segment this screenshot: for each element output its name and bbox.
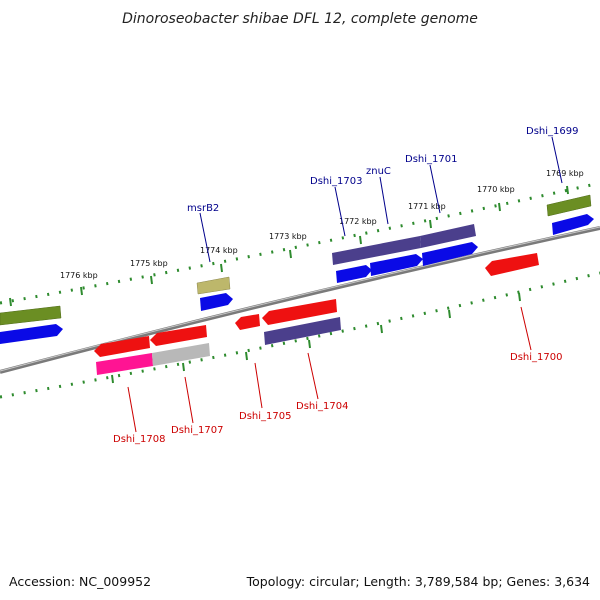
gene-olive-left[interactable] bbox=[0, 305, 62, 326]
label-Dshi_1701[interactable]: Dshi_1701 bbox=[405, 154, 457, 165]
label-Dshi_1705[interactable]: Dshi_1705 bbox=[239, 411, 291, 422]
major-tick bbox=[150, 275, 153, 285]
gene-Dshi_1708-red[interactable] bbox=[94, 336, 150, 357]
gene-Dshi_1701[interactable] bbox=[420, 224, 476, 248]
major-tick bbox=[429, 219, 432, 229]
leader-msrB2 bbox=[199, 212, 211, 263]
gene-msrB2[interactable] bbox=[196, 276, 231, 295]
gene-Dshi_1703[interactable] bbox=[332, 236, 421, 265]
gene-blue-Dshi_1701[interactable] bbox=[422, 242, 478, 266]
kbp-label: 1770 kbp bbox=[477, 185, 515, 194]
leader-Dshi_1701 bbox=[429, 164, 441, 214]
gene-Dshi_1700[interactable] bbox=[485, 253, 539, 276]
reverse-dotted-track bbox=[0, 271, 600, 399]
kbp-label: 1773 kbp bbox=[269, 232, 307, 241]
topology-text: Topology: circular; Length: 3,789,584 bp… bbox=[246, 574, 590, 589]
leader-Dshi_1703 bbox=[334, 186, 346, 237]
gene-blue-Dshi_1703[interactable] bbox=[336, 265, 372, 283]
label-Dshi_1704[interactable]: Dshi_1704 bbox=[296, 401, 348, 412]
label-Dshi_1707[interactable]: Dshi_1707 bbox=[171, 425, 223, 436]
genome-backbone-highlight bbox=[0, 226, 600, 372]
major-tick bbox=[80, 286, 83, 296]
major-tick bbox=[9, 297, 12, 307]
major-tick bbox=[566, 185, 569, 195]
major-tick bbox=[111, 374, 114, 384]
major-tick bbox=[182, 362, 185, 372]
forward-tick-track bbox=[0, 181, 600, 307]
gene-blue-left[interactable] bbox=[0, 324, 63, 344]
genome-backbone bbox=[0, 226, 600, 374]
major-tick bbox=[359, 235, 362, 245]
major-tick bbox=[289, 249, 292, 259]
gene-Dshi_1707-red[interactable] bbox=[150, 325, 207, 346]
leader-Dshi_1704 bbox=[307, 352, 319, 400]
reverse-genes bbox=[94, 253, 539, 375]
label-Dshi_1708[interactable]: Dshi_1708 bbox=[113, 434, 165, 445]
gene-blue-Dshi_1699[interactable] bbox=[552, 214, 594, 235]
gene-Dshi_1707[interactable] bbox=[152, 343, 210, 366]
forward-dotted-track bbox=[0, 181, 600, 305]
major-tick bbox=[448, 309, 451, 319]
kbp-label: 1769 kbp bbox=[546, 169, 584, 178]
reverse-tick-track bbox=[0, 271, 600, 399]
major-tick bbox=[380, 324, 383, 334]
genome-title: Dinoroseobacter shibae DFL 12, complete … bbox=[122, 11, 478, 27]
kbp-label: 1771 kbp bbox=[408, 202, 446, 211]
leader-Dshi_1705 bbox=[254, 362, 263, 409]
gene-Dshi_1699[interactable] bbox=[546, 194, 592, 217]
gene-Dshi_1704[interactable] bbox=[264, 317, 341, 345]
gene-Dshi_1708[interactable] bbox=[96, 353, 153, 375]
kbp-label: 1776 kbp bbox=[60, 271, 98, 280]
gene-Dshi_1705[interactable] bbox=[235, 314, 260, 330]
leader-Dshi_1707 bbox=[184, 376, 194, 424]
major-tick bbox=[498, 202, 501, 212]
leader-znuC bbox=[379, 176, 389, 225]
major-tick bbox=[518, 292, 521, 302]
label-Dshi_1699[interactable]: Dshi_1699 bbox=[526, 126, 578, 137]
major-tick bbox=[308, 339, 311, 349]
kbp-label: 1772 kbp bbox=[339, 217, 377, 226]
gene-Dshi_1704-red[interactable] bbox=[262, 299, 337, 325]
leader-Dshi_1708 bbox=[127, 386, 137, 433]
gene-blue-znuC[interactable] bbox=[370, 254, 423, 276]
major-tick bbox=[220, 263, 223, 273]
leader-lines bbox=[127, 136, 563, 433]
label-znuC[interactable]: znuC bbox=[366, 166, 391, 177]
gene-labels: Dshi_1699 Dshi_1701 znuC Dshi_1703 msrB2… bbox=[113, 126, 578, 445]
label-msrB2[interactable]: msrB2 bbox=[187, 203, 219, 214]
accession-text: Accession: NC_009952 bbox=[9, 574, 151, 589]
leader-Dshi_1700 bbox=[520, 306, 532, 351]
forward-genes bbox=[0, 194, 594, 344]
gene-blue-msrB2[interactable] bbox=[200, 293, 233, 311]
kbp-labels: 1776 kbp 1775 kbp 1774 kbp 1773 kbp 1772… bbox=[60, 169, 584, 280]
label-Dshi_1700[interactable]: Dshi_1700 bbox=[510, 352, 562, 363]
kbp-label: 1775 kbp bbox=[130, 259, 168, 268]
kbp-label: 1774 kbp bbox=[200, 246, 238, 255]
label-Dshi_1703[interactable]: Dshi_1703 bbox=[310, 176, 362, 187]
leader-Dshi_1699 bbox=[551, 136, 563, 184]
major-tick bbox=[245, 351, 248, 361]
